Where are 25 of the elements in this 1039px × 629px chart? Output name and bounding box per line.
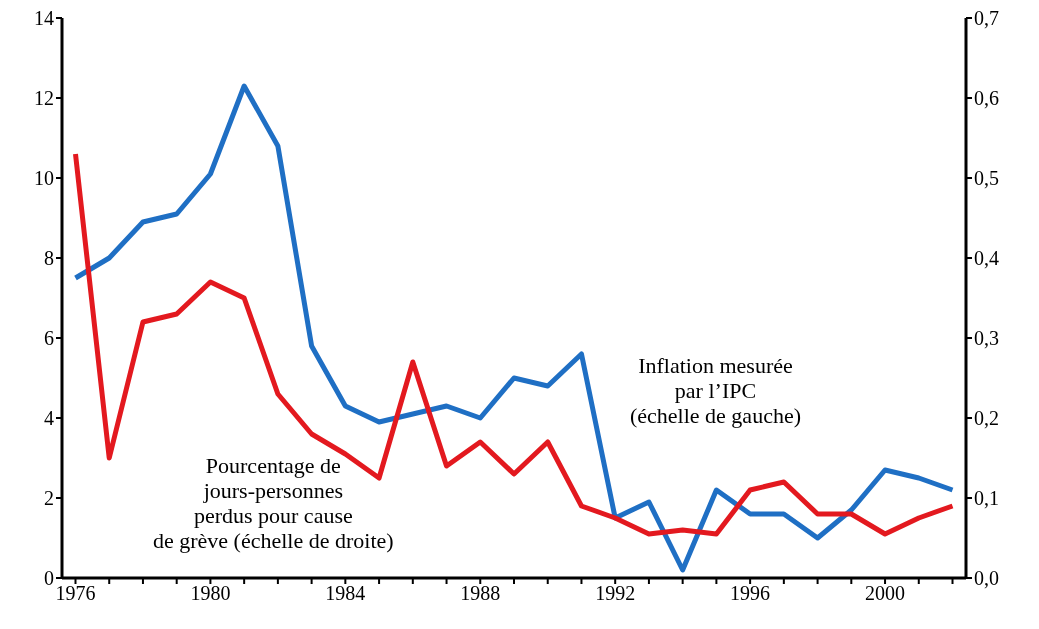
y2-tick-label: 0,7 (974, 7, 999, 30)
y2-tick-label: 0,0 (974, 567, 999, 590)
y-tick-label: 2 (44, 487, 54, 510)
y-tick-label: 14 (34, 7, 54, 30)
y2-tick-label: 0,6 (974, 87, 999, 110)
x-tick-label: 1976 (55, 582, 96, 605)
y2-tick-label: 0,5 (974, 167, 999, 190)
y-tick-label: 4 (44, 407, 54, 430)
annotation: Pourcentage de jours-personnes perdus pour cause de grève (échelle de droite) (153, 453, 394, 553)
y2-tick-label: 0,2 (974, 407, 999, 430)
annotation: Inflation mesurée par l’IPC (échelle de gauche) (630, 353, 801, 428)
y-tick-label: 6 (44, 327, 54, 350)
x-tick-label: 1996 (730, 582, 771, 605)
y-tick-label: 12 (34, 87, 54, 110)
y-tick-label: 10 (34, 167, 54, 190)
y2-tick-label: 0,3 (974, 327, 999, 350)
y-tick-label: 8 (44, 247, 54, 270)
x-tick-label: 2000 (865, 582, 906, 605)
x-tick-label: 1984 (325, 582, 366, 605)
x-tick-label: 1980 (190, 582, 231, 605)
x-tick-label: 1988 (460, 582, 501, 605)
y2-tick-label: 0,1 (974, 487, 999, 510)
x-tick-label: 1992 (595, 582, 636, 605)
y2-tick-label: 0,4 (974, 247, 999, 270)
y-tick-label: 0 (44, 567, 54, 590)
